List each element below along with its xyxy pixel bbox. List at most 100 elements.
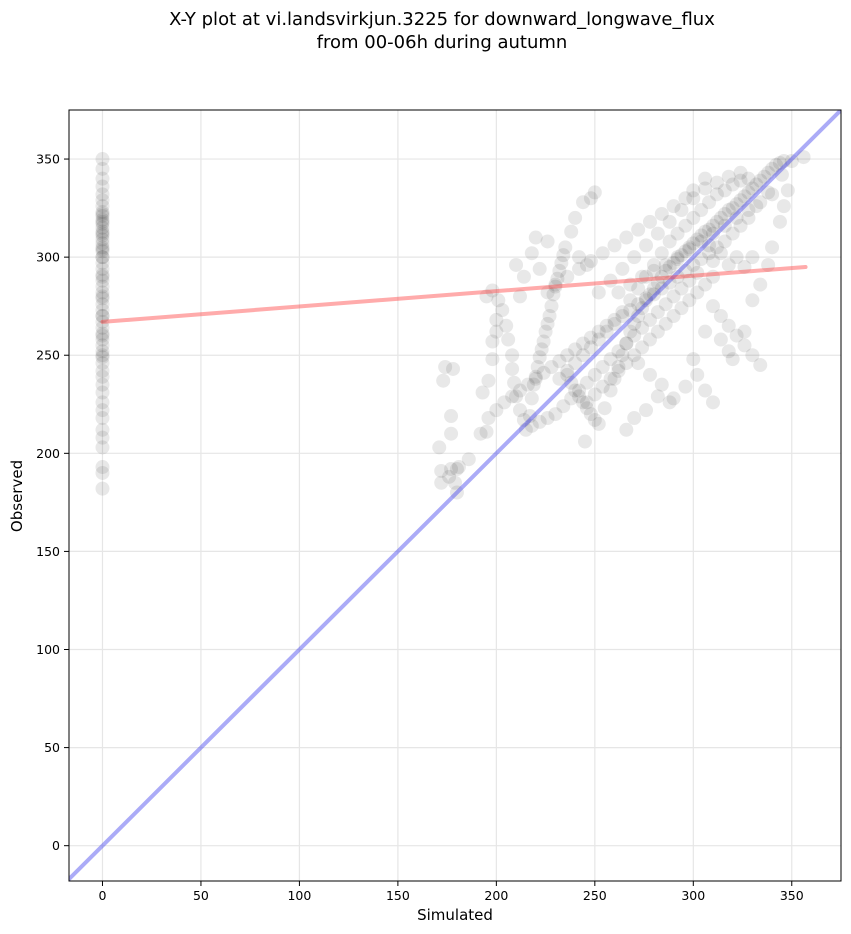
scatter-point — [568, 210, 583, 225]
scatter-point — [635, 320, 650, 335]
scatter-point — [603, 371, 618, 386]
scatter-point — [597, 401, 612, 416]
scatter-point — [635, 301, 650, 316]
scatter-point — [772, 214, 787, 229]
scatter-point — [95, 395, 110, 410]
scatter-point — [631, 356, 646, 371]
scatter-point — [95, 363, 110, 378]
scatter-point — [599, 324, 614, 339]
scatter-point — [611, 285, 626, 300]
scatter-point — [646, 287, 661, 302]
scatter-point — [446, 361, 461, 376]
scatter-point — [556, 399, 571, 414]
scatter-point — [95, 242, 110, 257]
scatter-point — [95, 205, 110, 220]
scatter-point — [540, 316, 555, 331]
scatter-point — [765, 161, 780, 176]
scatter-point — [505, 361, 520, 376]
scatter-point — [95, 267, 110, 282]
scatter-point — [583, 254, 598, 269]
scatter-point — [95, 332, 110, 347]
scatter-point — [501, 332, 516, 347]
scatter-point — [737, 324, 752, 339]
scatter-point — [95, 356, 110, 371]
scatter-point — [587, 185, 602, 200]
scatter-point — [690, 232, 705, 247]
scatter-point — [579, 375, 594, 390]
scatter-point — [698, 224, 713, 239]
scatter-point — [540, 234, 555, 249]
scatter-point — [646, 281, 661, 296]
scatter-point — [595, 379, 610, 394]
scatter-point — [603, 352, 618, 367]
scatter-point — [674, 281, 689, 296]
scatter-point — [524, 246, 539, 261]
scatter-point — [705, 269, 720, 284]
scatter-point — [95, 224, 110, 239]
scatter-point — [512, 383, 527, 398]
scatter-point — [780, 183, 795, 198]
scatter-point — [489, 312, 504, 327]
scatter-point — [784, 154, 799, 169]
x-axis-label: Simulated — [417, 906, 493, 924]
scatter-point — [741, 185, 756, 200]
scatter-point — [615, 261, 630, 276]
scatter-point — [631, 297, 646, 312]
scatter-point — [544, 299, 559, 314]
scatter-point — [717, 206, 732, 221]
scatter-point — [631, 281, 646, 296]
scatter-point — [461, 452, 476, 467]
scatter-point — [95, 279, 110, 294]
scatter-point — [591, 332, 606, 347]
y-tick-label: 250 — [36, 348, 60, 363]
scatter-point — [516, 412, 531, 427]
scatter-point — [631, 222, 646, 237]
scatter-point — [745, 293, 760, 308]
scatter-point — [536, 334, 551, 349]
scatter-point — [560, 269, 575, 284]
scatter-point — [639, 293, 654, 308]
scatter-point — [95, 256, 110, 271]
scatter-point — [698, 383, 713, 398]
scatter-point — [733, 173, 748, 188]
scatter-point — [776, 199, 791, 214]
scatter-point — [737, 189, 752, 204]
scatter-point — [548, 407, 563, 422]
scatter-point — [678, 218, 693, 233]
scatter-point — [753, 173, 768, 188]
scatter-point — [705, 254, 720, 269]
scatter-point — [95, 377, 110, 392]
scatter-point — [666, 391, 681, 406]
scatter-point — [95, 220, 110, 235]
scatter-point — [603, 273, 618, 288]
scatter-point — [95, 179, 110, 194]
scatter-point — [713, 210, 728, 225]
scatter-point — [568, 383, 583, 398]
scatter-point — [485, 352, 500, 367]
scatter-point — [702, 195, 717, 210]
scatter-point — [568, 356, 583, 371]
scatter-point — [725, 352, 740, 367]
scatter-point — [95, 440, 110, 455]
scatter-point — [662, 259, 677, 274]
scatter-point — [753, 277, 768, 292]
scatter-point — [729, 210, 744, 225]
scatter-point — [705, 395, 720, 410]
scatter-point — [619, 230, 634, 245]
scatter-point — [694, 252, 709, 267]
scatter-point — [642, 214, 657, 229]
scatter-point — [576, 336, 591, 351]
scatter-point — [642, 312, 657, 327]
scatter-point — [95, 250, 110, 265]
scatter-point — [646, 263, 661, 278]
scatter-point — [538, 324, 553, 339]
scatter-point — [611, 363, 626, 378]
scatter-point — [627, 328, 642, 343]
scatter-point — [518, 422, 533, 437]
scatter-point — [642, 287, 657, 302]
scatter-point — [698, 324, 713, 339]
scatter-point — [753, 358, 768, 373]
scatter-point — [512, 403, 527, 418]
scatter-point — [546, 287, 561, 302]
scatter-point — [666, 199, 681, 214]
